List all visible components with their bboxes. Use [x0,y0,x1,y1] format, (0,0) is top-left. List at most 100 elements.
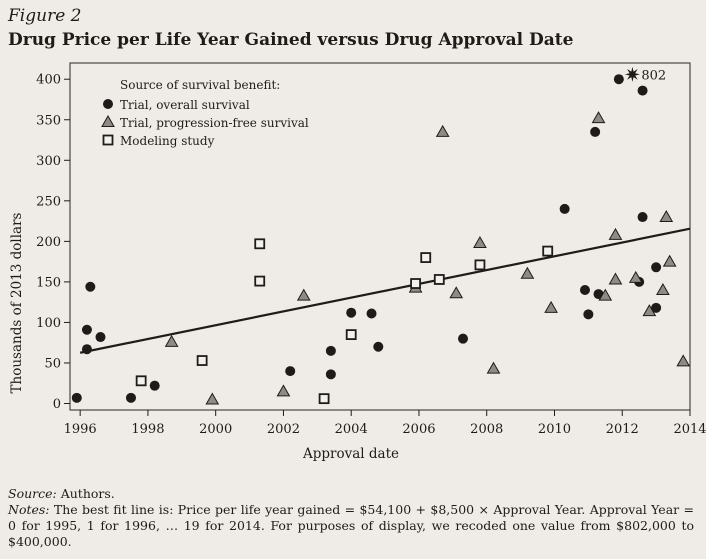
legend-circle-icon [103,99,113,109]
square-point [135,375,147,387]
circle-point [81,324,92,335]
y-tick-label: 250 [36,194,61,209]
y-tick-label: 50 [44,356,61,371]
scatter-chart: 0 50 100 150 200 250 300 350 400 1996 1998 2000 2002… [9,62,706,462]
x-tick-label: 2008 [470,422,503,437]
square-point [196,355,208,366]
square-point [318,393,330,405]
circle-point [579,285,590,296]
circle-point [366,308,377,319]
source-text: Authors. [60,486,115,501]
triangle-point [628,270,643,283]
legend-square-icon [102,134,114,146]
circle-point [637,85,648,96]
circle-point [325,369,336,380]
circle-point [373,341,384,352]
triangle-point [276,384,291,397]
square-point [420,252,432,263]
fit-line-layer [79,227,691,354]
triangle-point [164,334,179,347]
x-tick-label: 1996 [64,422,97,437]
circle-point [583,309,594,320]
circle-point [651,262,662,273]
legend-label: Trial, progression-free survival [120,116,309,130]
y-tick-label: 300 [36,154,61,169]
triangle-point [473,235,487,248]
square-point [254,238,266,250]
chart-area: 0 50 100 150 200 250 300 350 400 1996 1998 2000 2002… [0,58,706,483]
y-tick-label: 350 [36,113,61,128]
circle-point [613,74,624,85]
triangle-point [435,124,450,137]
triangle-point [205,392,220,405]
figure-label: Figure 2 [8,6,82,26]
triangle-point [520,266,535,279]
triangle-point [544,300,558,313]
triangle-point [659,210,674,223]
circle-point [85,281,96,292]
legend-triangle-icon [101,114,115,127]
x-tick-label: 2002 [267,422,300,437]
source-line: Source: Authors. [8,486,115,501]
square-point [254,275,266,287]
notes-line: Notes: The best fit line is: Price per l… [8,502,694,550]
source-label: Source: [8,486,57,501]
square-point [433,274,445,285]
circle-point [590,126,601,137]
triangle-point [598,288,613,301]
notes-label: Notes: [8,502,50,517]
circle-point [149,380,160,391]
legend-label: Modeling study [120,134,215,148]
triangle-point [296,288,311,301]
x-axis-label: Approval date [302,446,399,462]
triangle-point [591,111,606,124]
y-tick-label: 0 [53,397,61,412]
circle-point [325,345,336,356]
circle-point [95,332,106,343]
y-tick-label: 150 [36,275,61,290]
y-tick-label: 200 [36,235,61,250]
legend-label: Trial, overall survival [120,98,250,112]
circle-point [559,203,570,214]
circle-point [346,307,357,318]
triangle-point [608,227,623,240]
triangle-point [662,254,677,267]
triangle-point [656,283,670,296]
x-tick-label: 2012 [606,422,639,437]
triangle-point [608,272,623,285]
circle-point [125,392,136,403]
square-point [345,329,357,341]
circle-point [651,302,662,313]
x-tick-label: 2010 [538,422,571,437]
point-annotation: 802 [641,68,666,83]
circle-point [637,212,648,223]
plot-frame [69,62,691,411]
best-fit-line [79,227,691,354]
axis-ticks: 0 50 100 150 200 250 300 350 400 1996 1998 2000 2002… [36,73,706,437]
x-tick-label: 2006 [402,422,435,437]
square-point [542,245,554,257]
figure-title: Drug Price per Life Year Gained versus D… [8,30,574,50]
triangle-point [642,304,657,317]
circle-point [71,392,82,403]
x-tick-label: 2014 [673,422,706,437]
x-tick-label: 1998 [131,422,164,437]
square-point [474,259,486,271]
notes-text: The best fit line is: Price per life yea… [8,502,694,549]
triangle-point [676,354,691,367]
circle-point [458,333,469,344]
square-point [410,278,421,289]
y-tick-label: 100 [36,316,61,331]
triangle-point [486,361,501,374]
star-point [624,66,640,82]
x-tick-label: 2000 [199,422,232,437]
circle-point [81,344,92,355]
chart-legend: Source of survival benefit: Trial, overal… [101,78,309,148]
data-points: 802 [71,66,691,405]
y-axis-label: Thousands of 2013 dollars [9,212,25,393]
circle-point [285,366,296,377]
legend-title: Source of survival benefit: [120,78,280,92]
triangle-point [449,286,464,299]
x-tick-label: 2004 [335,422,368,437]
y-tick-label: 400 [36,73,61,88]
